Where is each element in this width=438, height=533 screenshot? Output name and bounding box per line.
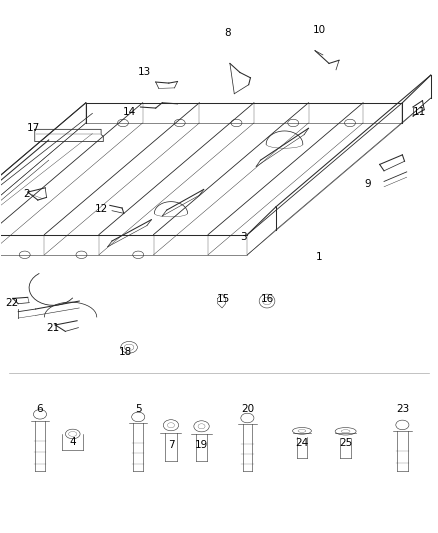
Text: 15: 15 [217,294,230,304]
Text: 12: 12 [95,204,108,214]
Text: 11: 11 [413,107,427,117]
Text: 18: 18 [119,346,132,357]
Text: 25: 25 [339,438,352,448]
Text: 16: 16 [261,294,274,304]
Text: 22: 22 [5,297,18,308]
Text: 3: 3 [240,232,246,243]
Text: 19: 19 [195,440,208,450]
Text: 20: 20 [241,404,254,414]
Text: 6: 6 [37,404,43,414]
Text: 2: 2 [24,189,30,199]
Text: 17: 17 [27,123,40,133]
Text: 1: 1 [316,252,323,262]
Text: 9: 9 [364,179,371,189]
Text: 4: 4 [69,437,76,447]
Text: 10: 10 [313,25,326,35]
Text: 7: 7 [168,440,174,450]
Text: 8: 8 [224,28,231,38]
Text: 14: 14 [123,107,136,117]
Text: 21: 21 [46,322,60,333]
Text: 24: 24 [295,438,309,448]
Text: 13: 13 [138,68,152,77]
Text: 5: 5 [135,404,141,414]
Text: 23: 23 [396,404,409,414]
